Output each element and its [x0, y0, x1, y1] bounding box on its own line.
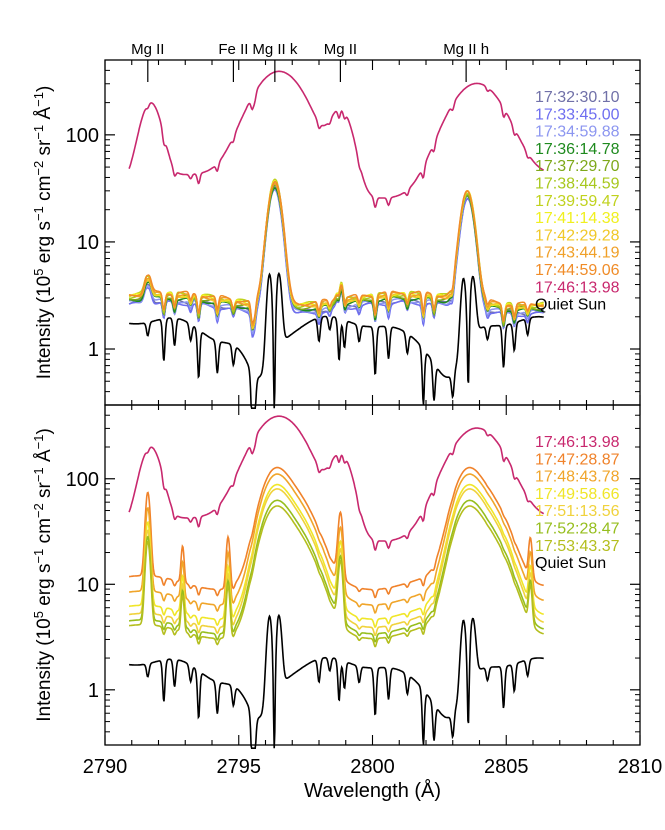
legend-entry: 17:34:59.88: [535, 124, 620, 141]
y-tick-label: 1: [88, 339, 99, 361]
legend-entry: 17:32:30.10: [535, 89, 620, 106]
x-tick-label: 2805: [484, 756, 529, 778]
series-line-quiet-sun: [129, 613, 544, 749]
y-axis-label: Intensity (105 erg s−1 cm−2 sr−1 Å−1): [31, 86, 55, 380]
legend-entry: 17:51:13.56: [535, 503, 620, 520]
legend-entry: 17:46:13.98: [535, 279, 620, 296]
x-tick-label: 2790: [83, 756, 128, 778]
line-id-label: Mg II h: [443, 41, 489, 58]
legend-entry: 17:52:28.47: [535, 521, 620, 538]
series-line: [128, 189, 544, 338]
legend-entry: Quiet Sun: [535, 555, 606, 572]
legend-entry: 17:46:13.98: [535, 434, 620, 451]
legend-entry: 17:39:59.47: [535, 193, 620, 210]
y-tick-label: 100: [66, 469, 99, 491]
line-id-label: Mg II: [131, 41, 164, 58]
x-tick-label: 2800: [350, 756, 395, 778]
legend-entry: 17:43:44.19: [535, 245, 620, 262]
legend-entry: 17:41:14.38: [535, 210, 620, 227]
y-tick-label: 10: [77, 574, 99, 596]
series-line: [128, 181, 544, 324]
top-series-lines: [128, 70, 545, 409]
legend-entry: 17:33:45.00: [535, 106, 620, 123]
line-id-label: Mg II k: [252, 41, 298, 58]
legend-entry: 17:44:59.06: [535, 262, 620, 279]
series-line-1746: [128, 415, 545, 551]
legend-entry: 17:47:28.87: [535, 451, 620, 468]
legend-entry: 17:42:29.28: [535, 227, 620, 244]
legend-entry: 17:48:43.78: [535, 469, 620, 486]
series-line: [128, 473, 544, 614]
bottom-series-lines: [128, 415, 545, 749]
y-tick-label: 10: [77, 232, 99, 254]
y-axis-label: Intensity (105 erg s−1 cm−2 sr−1 Å−1): [31, 428, 55, 722]
legend-entry: 17:37:29.70: [535, 158, 620, 175]
series-line-quiet-sun: [129, 271, 544, 409]
series-line: [129, 466, 544, 599]
series-line: [128, 505, 544, 648]
legend-entry: 17:36:14.78: [535, 141, 620, 158]
line-id-label: Fe II: [218, 41, 248, 58]
legend-entry: Quiet Sun: [535, 297, 606, 314]
line-id-label: Mg II: [324, 41, 357, 58]
bottom-panel: 1 10 100 2790 2795 2800 2805 2810 Wavelength (Å)…: [31, 404, 663, 802]
legend-entry: 17:49:58.66: [535, 486, 620, 503]
legend-entry: 17:38:44.59: [535, 176, 620, 193]
x-tick-label: 2810: [618, 756, 663, 778]
series-line-1746: [128, 70, 545, 208]
y-tick-label: 100: [66, 125, 99, 147]
x-axis-label: Wavelength (Å): [304, 779, 441, 802]
y-tick-label: 1: [88, 680, 99, 702]
x-tick-label: 2795: [217, 756, 262, 778]
legend-entry: 17:53:43.37: [535, 538, 620, 555]
top-panel: 1 10 100 Intensity (105 erg s−1 cm−2 sr−1 Å…: [31, 41, 641, 409]
